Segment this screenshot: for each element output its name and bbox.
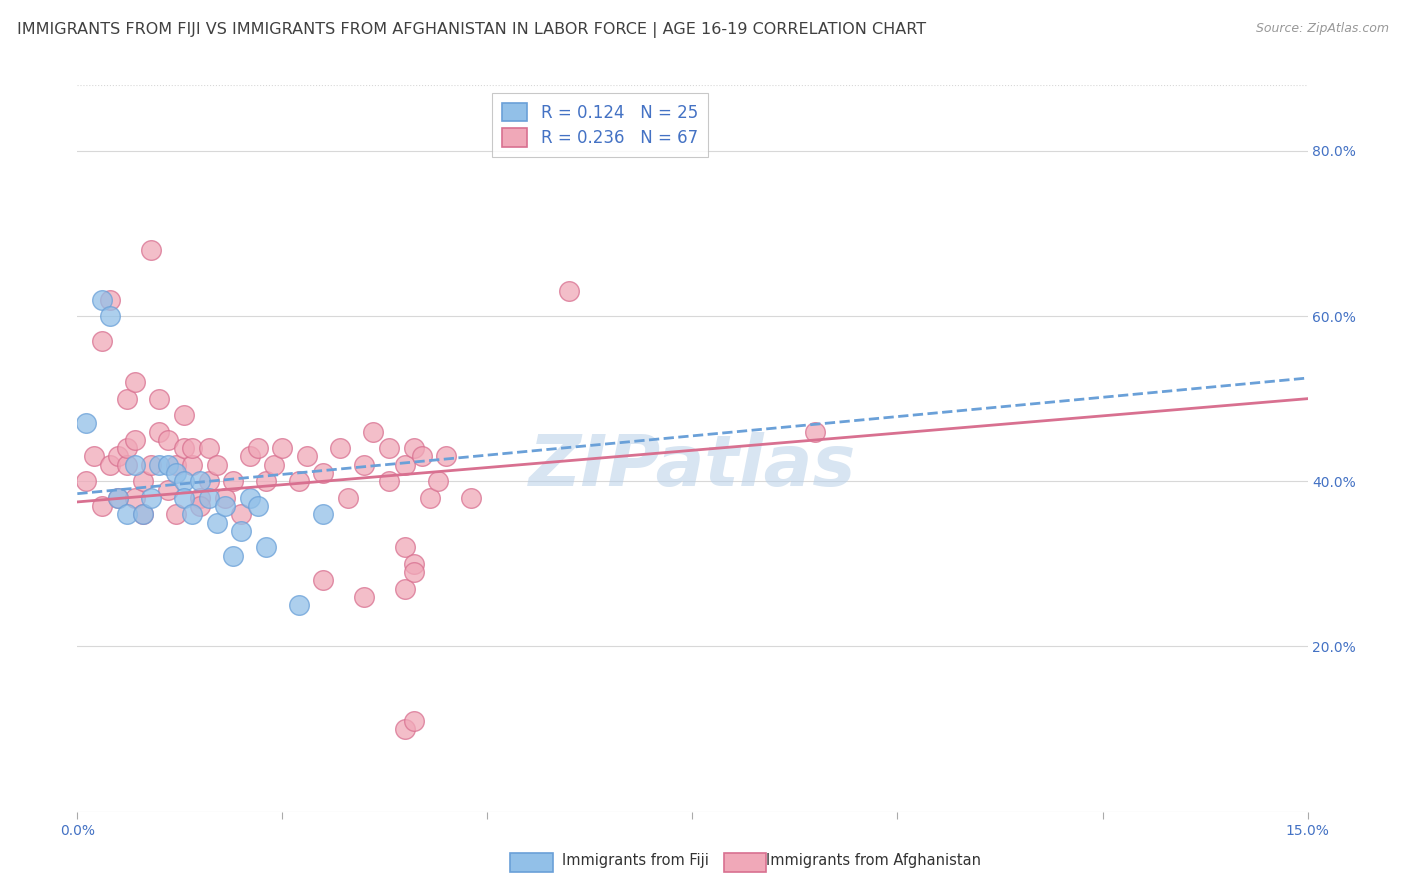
Point [378, 442, 401, 455]
Point [188, 475, 212, 489]
Point [188, 499, 212, 513]
Point [288, 475, 311, 489]
Point [132, 508, 155, 522]
Point [165, 458, 187, 472]
Point [361, 425, 384, 439]
Point [419, 491, 441, 505]
Point [353, 590, 375, 604]
Point [156, 458, 179, 472]
Point [75, 417, 97, 431]
Point [427, 475, 450, 489]
Point [214, 499, 236, 513]
Point [165, 508, 187, 522]
Point [312, 466, 335, 480]
Point [394, 722, 416, 736]
Point [148, 392, 170, 406]
Legend: R = 0.124   N = 25, R = 0.236   N = 67: R = 0.124 N = 25, R = 0.236 N = 67 [492, 93, 709, 157]
Point [83, 450, 105, 464]
Point [214, 491, 236, 505]
Point [132, 508, 155, 522]
Point [436, 450, 458, 464]
Point [141, 458, 163, 472]
Point [271, 442, 294, 455]
Point [197, 491, 219, 505]
Point [75, 475, 97, 489]
Point [411, 450, 433, 464]
Point [124, 433, 146, 447]
Point [148, 458, 170, 472]
Point [173, 442, 195, 455]
Point [98, 309, 121, 323]
Text: Immigrants from Fiji: Immigrants from Fiji [562, 853, 709, 868]
Text: IMMIGRANTS FROM FIJI VS IMMIGRANTS FROM AFGHANISTAN IN LABOR FORCE | AGE 16-19 C: IMMIGRANTS FROM FIJI VS IMMIGRANTS FROM … [17, 22, 927, 38]
Point [181, 508, 204, 522]
Point [165, 466, 187, 480]
Point [115, 442, 138, 455]
Point [181, 442, 204, 455]
Point [312, 508, 335, 522]
Point [141, 243, 163, 257]
Point [173, 475, 195, 489]
Text: ZIPatlas: ZIPatlas [529, 432, 856, 501]
Point [312, 574, 335, 588]
Point [329, 442, 352, 455]
Point [239, 491, 262, 505]
Point [107, 450, 129, 464]
Point [173, 408, 195, 422]
Text: Immigrants from Afghanistan: Immigrants from Afghanistan [766, 853, 981, 868]
Point [205, 516, 228, 530]
Point [246, 499, 269, 513]
Point [239, 450, 262, 464]
Point [115, 392, 138, 406]
Point [337, 491, 360, 505]
Point [378, 475, 401, 489]
Point [254, 475, 277, 489]
Point [141, 491, 163, 505]
Point [90, 334, 114, 348]
Point [205, 458, 228, 472]
Point [402, 557, 425, 571]
Point [90, 499, 114, 513]
Point [246, 442, 269, 455]
Point [107, 491, 129, 505]
Point [231, 508, 253, 522]
Point [107, 491, 129, 505]
Point [263, 458, 285, 472]
Point [288, 598, 311, 612]
Point [98, 458, 121, 472]
Point [148, 425, 170, 439]
Point [402, 714, 425, 728]
Text: Source: ZipAtlas.com: Source: ZipAtlas.com [1256, 22, 1389, 36]
Point [188, 491, 212, 505]
Point [402, 565, 425, 579]
Point [173, 491, 195, 505]
Point [115, 508, 138, 522]
Point [222, 475, 245, 489]
Point [558, 285, 581, 299]
Point [132, 475, 155, 489]
Point [124, 458, 146, 472]
Point [353, 458, 375, 472]
Point [124, 375, 146, 389]
Point [295, 450, 318, 464]
Point [197, 442, 219, 455]
Point [460, 491, 482, 505]
Point [394, 458, 416, 472]
Point [181, 458, 204, 472]
Point [222, 549, 245, 563]
Point [156, 433, 179, 447]
Point [115, 458, 138, 472]
Point [394, 582, 416, 596]
Point [90, 293, 114, 307]
Point [394, 541, 416, 555]
Point [804, 425, 827, 439]
Point [231, 524, 253, 538]
Point [254, 541, 277, 555]
Point [197, 475, 219, 489]
Point [98, 293, 121, 307]
Point [156, 483, 179, 497]
Point [402, 442, 425, 455]
Point [124, 491, 146, 505]
